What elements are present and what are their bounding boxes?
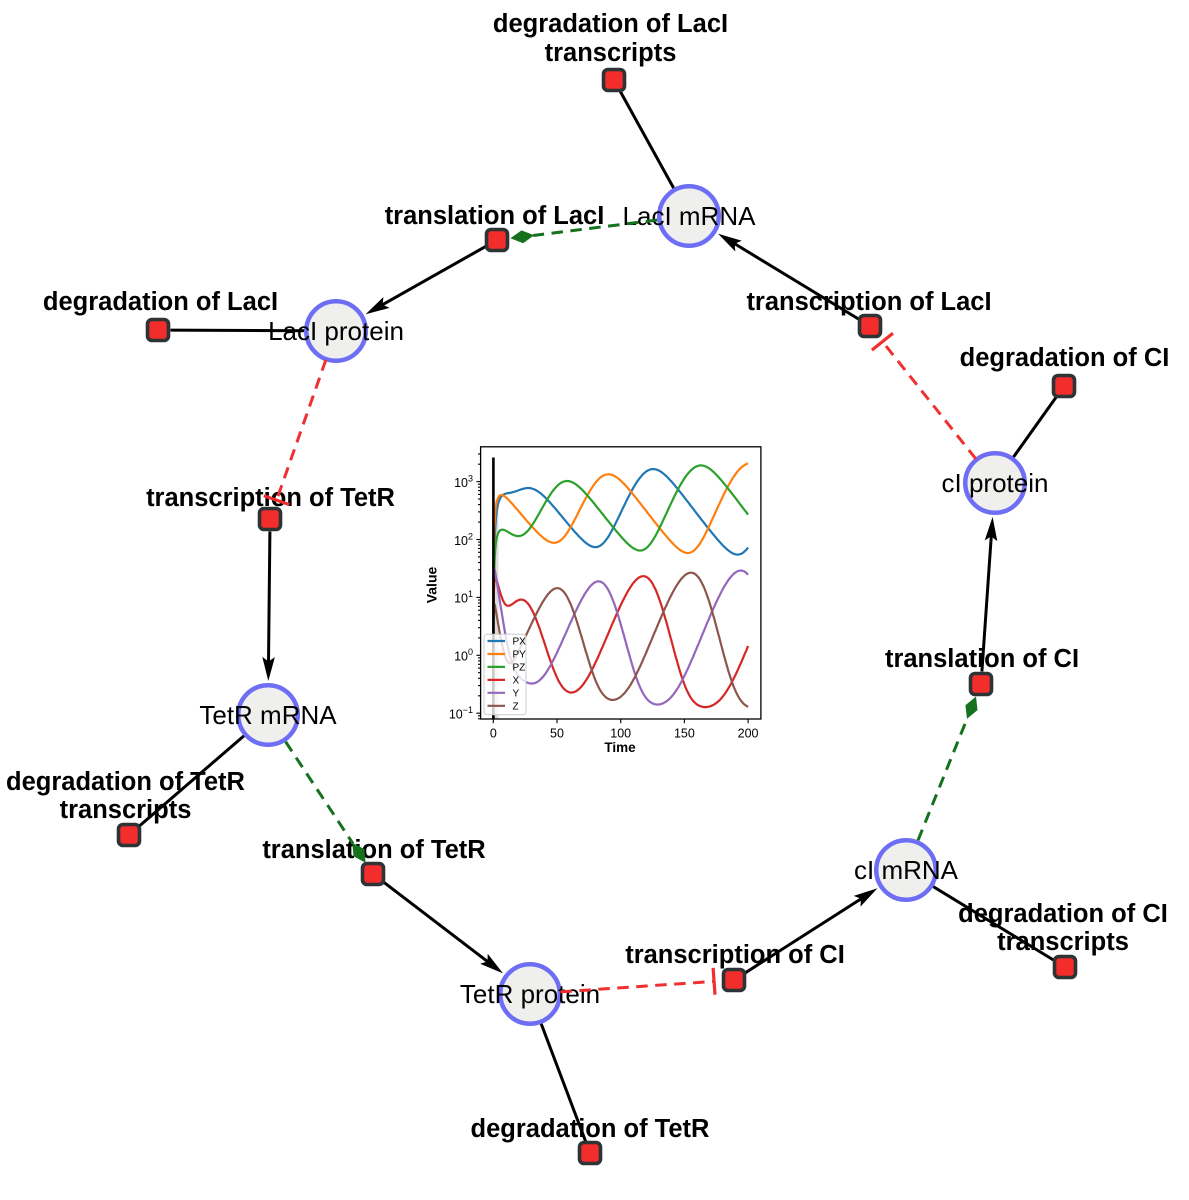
- svg-text:transcripts: transcripts: [545, 39, 677, 67]
- svg-text:degradation of LacI: degradation of LacI: [493, 10, 728, 38]
- svg-text:transcripts: transcripts: [997, 928, 1129, 956]
- svg-text:degradation of CI: degradation of CI: [958, 900, 1168, 928]
- svg-text:Y: Y: [513, 689, 520, 700]
- svg-text:200: 200: [738, 727, 759, 741]
- svg-text:degradation of LacI: degradation of LacI: [43, 288, 278, 316]
- svg-text:transcription of CI: transcription of CI: [625, 941, 845, 969]
- svg-text:translation of LacI: translation of LacI: [385, 202, 605, 230]
- svg-text:LacI protein: LacI protein: [268, 316, 404, 346]
- svg-text:translation of CI: translation of CI: [885, 645, 1079, 673]
- svg-text:X: X: [513, 676, 520, 687]
- svg-text:PX: PX: [513, 637, 527, 648]
- svg-text:PY: PY: [513, 650, 527, 661]
- svg-text:50: 50: [550, 727, 564, 741]
- svg-text:150: 150: [674, 727, 695, 741]
- svg-text:LacI mRNA: LacI mRNA: [623, 201, 757, 231]
- svg-text:Value: Value: [424, 567, 440, 604]
- svg-text:TetR protein: TetR protein: [460, 979, 600, 1009]
- svg-text:cI mRNA: cI mRNA: [854, 855, 959, 885]
- svg-text:degradation of TetR: degradation of TetR: [471, 1115, 710, 1143]
- svg-text:Z: Z: [513, 702, 519, 713]
- svg-text:cI protein: cI protein: [942, 468, 1049, 498]
- svg-text:TetR mRNA: TetR mRNA: [199, 700, 337, 730]
- svg-text:transcripts: transcripts: [60, 796, 192, 824]
- svg-text:0: 0: [490, 727, 497, 741]
- svg-text:degradation of TetR: degradation of TetR: [6, 768, 245, 796]
- svg-text:PZ: PZ: [513, 663, 526, 674]
- svg-text:degradation of CI: degradation of CI: [960, 344, 1170, 372]
- svg-text:translation of TetR: translation of TetR: [262, 836, 485, 864]
- svg-text:Time: Time: [604, 740, 636, 755]
- svg-text:100: 100: [610, 727, 631, 741]
- svg-text:transcription of LacI: transcription of LacI: [746, 288, 991, 316]
